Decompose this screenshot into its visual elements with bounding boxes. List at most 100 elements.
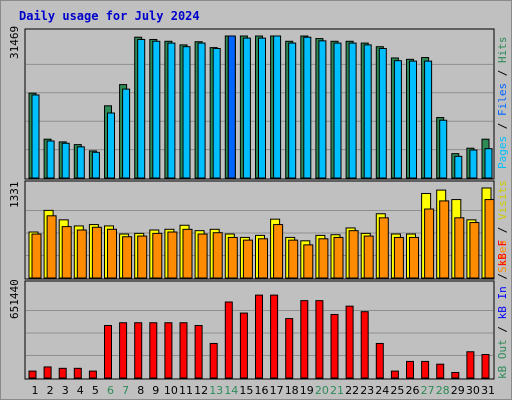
bar-kb-f	[315, 300, 324, 379]
bar-files	[409, 60, 417, 179]
day-label: 31	[481, 384, 495, 397]
bar-sites	[152, 232, 163, 279]
bar-sites	[258, 238, 268, 279]
day-label: 17	[270, 384, 284, 397]
bar-files	[167, 42, 176, 179]
bar-sites	[469, 222, 480, 279]
bar-files	[439, 119, 448, 179]
bar-sites	[333, 236, 344, 279]
legend-pages: Pages	[496, 136, 509, 169]
bar-files	[333, 42, 342, 179]
bar-sites	[46, 215, 57, 279]
bar-kb-f	[164, 322, 173, 379]
bar-files	[107, 112, 115, 179]
bar-sites	[484, 199, 495, 279]
bar-files	[197, 42, 206, 179]
bar-files	[288, 42, 297, 179]
bar-files	[303, 36, 312, 179]
day-label: 23	[360, 384, 374, 397]
bar-kb-f	[209, 342, 218, 379]
kbytes-legend: kB Out / kB In / kB F	[496, 240, 509, 379]
bar-files	[212, 47, 221, 179]
bar-kb-f	[134, 322, 143, 379]
bar-files	[348, 42, 357, 179]
bar-files	[182, 46, 191, 179]
day-label: 14	[224, 384, 238, 397]
bar-kb-f	[194, 325, 203, 379]
bar-kb-f	[330, 313, 339, 379]
day-label: 11	[179, 384, 193, 397]
bar-sites	[288, 239, 299, 279]
bar-sites	[227, 236, 238, 279]
bar-kb-f	[239, 312, 248, 379]
bar-kb-f	[88, 370, 97, 379]
visits-bars	[26, 187, 495, 279]
svg-text:Sites / Visits: Sites / Visits	[496, 180, 509, 273]
bar-kb-f	[270, 294, 279, 379]
bar-kb-f	[390, 370, 399, 379]
bar-pages	[227, 35, 236, 179]
bar-kb-f	[300, 300, 309, 379]
day-label: 22	[345, 384, 359, 397]
bar-kb-f	[466, 351, 475, 379]
bar-files	[363, 44, 372, 179]
bar-sites	[137, 235, 148, 279]
chart-title: Daily usage for July 2024	[19, 9, 200, 23]
day-label: 8	[137, 384, 144, 397]
day-label: 15	[239, 384, 253, 397]
legend-sites: Sites	[496, 240, 509, 273]
bar-files	[242, 37, 251, 179]
day-label: 9	[152, 384, 159, 397]
day-label: 1	[32, 384, 39, 397]
day-label: 30	[466, 384, 480, 397]
visits-legend: Sites / Visits	[496, 180, 509, 273]
bar-kb-f	[285, 318, 294, 379]
bar-files	[273, 35, 282, 179]
legend-kb-in: kB In	[496, 286, 509, 319]
svg-text:Pages / Files / Hits: Pages / Files / Hits	[496, 37, 509, 170]
legend-kb-f: kB F	[496, 240, 509, 267]
bar-files	[122, 88, 131, 179]
bar-kb-f	[73, 367, 82, 379]
bar-files	[76, 146, 85, 179]
bar-files	[454, 155, 463, 179]
bar-sites	[182, 228, 193, 279]
kbytes-max-label: 651440	[8, 279, 21, 319]
day-label: 6	[107, 384, 114, 397]
bar-sites	[242, 239, 253, 279]
bar-kb-f	[451, 371, 460, 379]
day-label: 25	[390, 384, 404, 397]
day-label: 21	[330, 384, 344, 397]
day-label: 18	[285, 384, 299, 397]
bar-kb-f	[421, 360, 430, 379]
bar-sites	[273, 224, 284, 279]
bar-sites	[378, 217, 389, 279]
kbytes-bars	[26, 294, 493, 379]
bar-sites	[393, 236, 404, 279]
hits-bars	[26, 35, 493, 179]
day-label: 24	[375, 384, 389, 397]
day-label: 20	[315, 384, 329, 397]
bar-kb-f	[149, 322, 158, 379]
bar-files	[469, 149, 478, 179]
day-label: 7	[122, 384, 129, 397]
bar-sites	[409, 236, 419, 279]
bar-files	[378, 47, 387, 179]
bar-files	[484, 148, 493, 179]
bar-sites	[167, 231, 178, 279]
bar-kb-f	[224, 301, 233, 379]
svg-text:kB Out / kB In / kB F: kB Out / kB In / kB F	[496, 240, 509, 379]
bar-sites	[318, 238, 329, 279]
bar-files	[393, 60, 402, 179]
day-label: 12	[194, 384, 208, 397]
legend-visits: Visits	[496, 180, 509, 220]
bar-kb-f	[436, 363, 445, 379]
bar-sites	[439, 200, 450, 279]
bar-kb-f	[375, 342, 384, 379]
bar-kb-f	[481, 354, 490, 379]
bar-sites	[122, 236, 133, 279]
bar-files	[258, 37, 266, 179]
bar-sites	[107, 228, 117, 279]
bar-sites	[348, 230, 359, 279]
